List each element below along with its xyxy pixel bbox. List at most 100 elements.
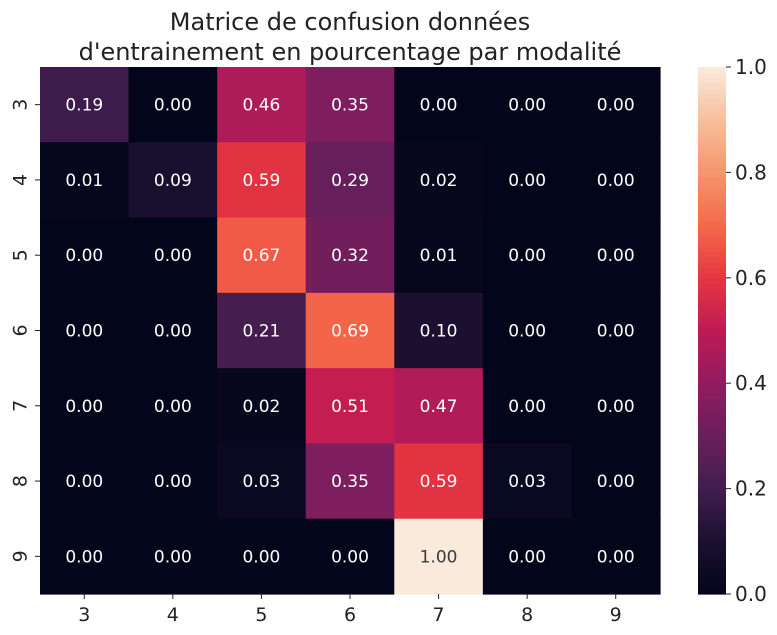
heatmap-cell (128, 217, 218, 294)
heatmap-cell (305, 443, 395, 520)
colorbar-segment (698, 441, 726, 448)
cell-value-label: 0.46 (242, 96, 280, 116)
cell-value-label: 0.03 (508, 472, 546, 492)
colorbar-segment (698, 377, 726, 384)
colorbar-segment (698, 341, 726, 347)
chart-title-line-2: d'entrainement en pourcentage par modali… (79, 38, 622, 66)
cell-value-label: 0.00 (597, 171, 635, 191)
colorbar-segment (698, 219, 726, 226)
colorbar-segment (698, 298, 726, 305)
heatmap-cell (40, 368, 130, 445)
x-tick-label: 5 (255, 604, 267, 626)
cell-value-label: 0.00 (597, 96, 635, 116)
cell-value-label: 0.35 (331, 472, 369, 492)
chart-title: Matrice de confusion données d'entrainem… (79, 8, 622, 66)
colorbar-segment (698, 541, 726, 548)
heatmap-cell (217, 368, 307, 445)
colorbar-segment (698, 225, 726, 231)
heatmap-cell (571, 518, 661, 595)
colorbar-segment (698, 567, 726, 574)
colorbar-segment (698, 456, 726, 463)
colorbar: 0.0 0.2 0.4 0.6 0.8 1.0 (698, 55, 767, 606)
colorbar-segment (698, 214, 726, 221)
colorbar-tick-label: 1.0 (735, 55, 767, 79)
cell-value-label: 0.03 (242, 472, 280, 492)
cell-value-label: 0.00 (508, 397, 546, 417)
heatmap-cell (305, 518, 395, 595)
cell-value-label: 0.02 (420, 171, 458, 191)
cell-value-label: 0.51 (331, 397, 369, 417)
cell-value-label: 0.00 (508, 322, 546, 342)
heatmap-cell (394, 217, 484, 294)
cell-value-label: 0.00 (508, 246, 546, 266)
colorbar-segment (698, 161, 726, 168)
cell-value-label: 0.09 (154, 171, 192, 191)
cell-value-label: 0.00 (65, 547, 103, 567)
colorbar-segment (698, 351, 726, 358)
heatmap-cell (305, 142, 395, 219)
colorbar-segment (698, 325, 726, 332)
heatmap-cell (394, 368, 484, 445)
colorbar-segment (698, 188, 726, 195)
colorbar-segment (698, 388, 726, 395)
heatmap-cell (128, 67, 218, 143)
cell-value-label: 0.01 (420, 246, 458, 266)
colorbar-segment (698, 557, 726, 563)
heatmap-cell (482, 292, 573, 369)
heatmap-cell (305, 217, 395, 294)
cell-value-label: 0.67 (242, 246, 280, 266)
colorbar-segment (698, 309, 726, 316)
heatmap-cell (394, 67, 484, 143)
cell-value-label: 0.00 (65, 246, 103, 266)
colorbar-segment (698, 414, 726, 421)
heatmap-cell (40, 217, 130, 294)
colorbar-tick-label: 0.0 (735, 582, 767, 606)
colorbar-segment (698, 88, 726, 94)
colorbar-segment (698, 167, 726, 173)
cell-value-label: 0.00 (154, 322, 192, 342)
cell-value-label: 0.00 (420, 96, 458, 116)
colorbar-segment (698, 261, 726, 268)
y-tick-label: 9 (10, 550, 32, 562)
heatmap-cell (394, 443, 484, 520)
colorbar-segment (698, 235, 726, 242)
chart-title-line-1: Matrice de confusion données (170, 8, 530, 36)
heatmap-cell (394, 142, 484, 219)
heatmap-cell (217, 518, 307, 595)
colorbar-segment (698, 525, 726, 532)
cell-value-label: 0.00 (65, 397, 103, 417)
colorbar-segment (698, 172, 726, 179)
cell-value-label: 0.00 (65, 472, 103, 492)
heatmap-cell (128, 368, 218, 445)
y-tick-label: 7 (10, 400, 32, 412)
colorbar-segment (698, 520, 726, 527)
cell-value-label: 0.00 (154, 547, 192, 567)
colorbar-segment (698, 319, 726, 326)
heatmap-cell (217, 217, 307, 294)
colorbar-segment (698, 182, 726, 189)
colorbar-segment (698, 204, 726, 210)
colorbar-segment (698, 146, 726, 152)
heatmap-cell (394, 292, 484, 369)
colorbar-segment (698, 435, 726, 442)
heatmap-cell (571, 67, 661, 143)
colorbar-segment (698, 514, 726, 521)
cell-value-label: 0.10 (420, 322, 458, 342)
cell-value-label: 0.29 (331, 171, 369, 191)
cell-value-label: 0.02 (242, 397, 280, 417)
colorbar-segment (698, 288, 726, 295)
cell-value-label: 0.00 (597, 547, 635, 567)
colorbar-segment (698, 114, 726, 121)
colorbar-segment (698, 330, 726, 337)
heatmap-cell (305, 292, 395, 369)
colorbar-segment (698, 409, 726, 416)
heatmap-cell (40, 518, 130, 595)
cell-value-label: 0.21 (242, 322, 280, 342)
colorbar-segment (698, 488, 726, 495)
y-tick-label: 8 (10, 475, 32, 487)
y-tick-label: 6 (10, 324, 32, 336)
heatmap-cell (40, 67, 130, 143)
colorbar-segment (698, 383, 726, 390)
y-tick-label: 5 (10, 249, 32, 261)
y-tick-label: 3 (10, 99, 32, 111)
